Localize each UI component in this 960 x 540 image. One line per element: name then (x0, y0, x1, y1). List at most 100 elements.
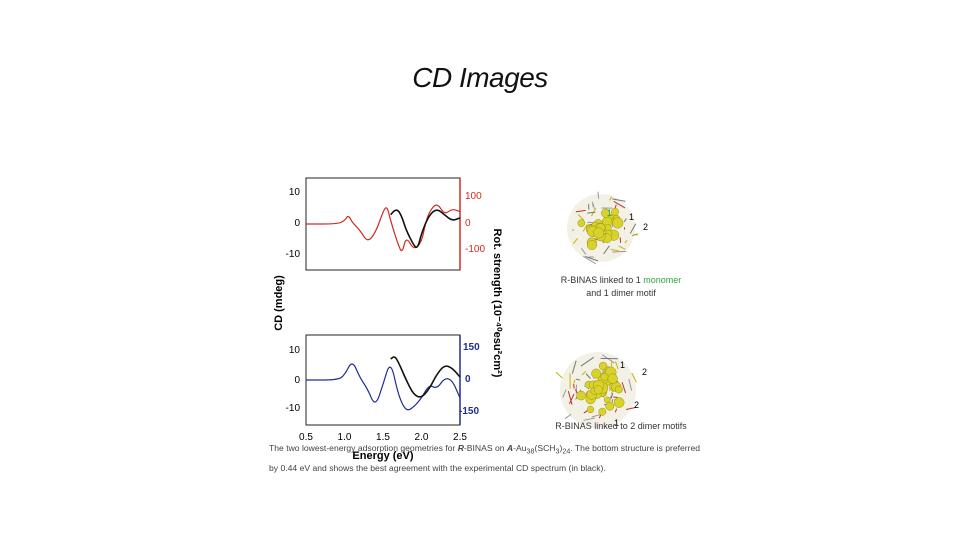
x-axis-label: Energy (eV) (352, 450, 413, 462)
molecule-bond (613, 200, 626, 209)
molecule-bond (567, 391, 573, 405)
top-left-tick: -10 (286, 249, 301, 260)
molecule-top-image: 1 1 2 (567, 191, 648, 265)
molecule-bond (626, 406, 637, 410)
caption-part: The two lowest-energy adsorption geometr… (269, 443, 458, 453)
x-tick-label: 0.5 (299, 432, 313, 443)
caption-part: (SCH (534, 443, 556, 453)
top-left-tick: 10 (289, 187, 301, 198)
chart-bottom-series-0 (306, 363, 461, 411)
molecule-atom (576, 390, 586, 401)
chart-bottom-series-1 (390, 356, 461, 398)
molecule-bond (631, 372, 637, 383)
x-tick-label: 2.0 (415, 432, 429, 443)
molecule-atom (601, 208, 611, 218)
molecule-bond (612, 250, 627, 253)
caption-part: 24 (562, 447, 571, 456)
figure-caption: The two lowest-energy adsorption geometr… (269, 440, 709, 476)
molecule-atom (615, 385, 623, 394)
molecule-bond (577, 214, 585, 221)
molecule-bottom-image: 1 2 2 1 (555, 352, 647, 428)
bottom-right-tick: -150 (459, 406, 479, 417)
molecule-bond (564, 413, 572, 420)
bottom-left-tick: -10 (286, 403, 301, 414)
caption-part: 3 (555, 447, 560, 456)
mol-top-label-part2: and 1 dimer motif (586, 288, 656, 298)
mol-top-marker: 1 (607, 208, 612, 218)
cd-figure: 10 0 -10 100 0 -100 10 0 -10 150 0 -150 … (273, 177, 648, 462)
molecule-atom (586, 240, 597, 251)
right-axis-label: Rot. strength (10⁻⁴⁰esu²cm²) (491, 229, 503, 378)
molecule-bond (580, 356, 595, 367)
molecule-bond (624, 239, 628, 244)
molecule-bond (555, 371, 563, 379)
molecule-atom (605, 401, 615, 411)
molecule-bond (603, 245, 610, 255)
molecule-bond (609, 196, 612, 201)
caption-part: -BINAS on (463, 443, 507, 453)
molecule-bond (610, 393, 614, 399)
molecule-bond (573, 379, 576, 384)
mol-top-marker: 1 (629, 212, 634, 222)
molecule-bond (572, 237, 578, 245)
molecule-atom (591, 368, 602, 379)
mol-top-marker: 2 (643, 222, 648, 232)
caption-part: ) (559, 443, 563, 453)
molecule-bond (575, 209, 586, 213)
molecule-bond (587, 211, 596, 214)
molecule-bond (621, 382, 627, 394)
mol-bottom-marker: 2 (642, 367, 647, 377)
mol-bottom-marker: 1 (620, 360, 625, 370)
mol-top-label-part1: R-BINAS linked to 1 (560, 275, 644, 285)
molecule-bond (568, 393, 575, 405)
bottom-right-tick: 150 (463, 342, 480, 353)
molecule-atom (600, 372, 609, 381)
molecule-top-label: R-BINAS linked to 1 monomer and 1 dimer … (546, 274, 696, 300)
molecule-bond (575, 378, 581, 381)
molecule-atom (598, 407, 607, 416)
molecule-atom (593, 385, 603, 395)
molecule-bond (610, 248, 620, 252)
molecule-bond (618, 245, 626, 250)
molecule-bond (571, 360, 577, 374)
molecule-bond (585, 255, 599, 262)
molecule-bond (629, 223, 637, 234)
molecule-bond (628, 378, 633, 391)
mol-bottom-marker: 2 (634, 400, 639, 410)
caption-part: A (506, 443, 514, 453)
top-right-tick: 0 (465, 218, 471, 229)
molecule-atom (607, 373, 618, 384)
molecule-bond (582, 224, 588, 232)
molecule-atom (593, 227, 605, 239)
molecule-atom (586, 405, 595, 414)
caption-part: R (457, 443, 464, 453)
molecule-bond (580, 247, 587, 255)
bottom-left-tick: 0 (294, 375, 300, 386)
molecule-bond (592, 204, 594, 207)
molecule-bond (581, 370, 587, 376)
chart-top-series-0 (306, 204, 461, 252)
molecule-bond (582, 255, 597, 265)
molecule-bond (614, 408, 618, 413)
caption-part: -Au (513, 443, 527, 453)
mol-top-label-green: monomer (643, 275, 682, 285)
molecule-bottom-label: R-BINAS linked to 2 dimer motifs (546, 420, 696, 433)
slide-title: CD Images (412, 62, 548, 93)
chart-top-series-1 (390, 209, 461, 249)
caption-part: 38 (526, 447, 535, 456)
mol-bottom-marker: 1 (614, 418, 619, 428)
bottom-right-tick: 0 (465, 374, 471, 385)
molecule-atom (612, 217, 624, 229)
mol-bottom-label-text: R-BINAS linked to 2 dimer motifs (555, 421, 687, 431)
x-tick-label: 1.0 (338, 432, 352, 443)
molecule-bond (623, 218, 627, 223)
molecule-atom (613, 397, 625, 408)
molecule-atom (611, 207, 619, 216)
x-tick-label: 1.5 (376, 432, 390, 443)
molecule-bond (597, 191, 600, 199)
molecule-bond (614, 361, 619, 370)
molecule-bond (583, 417, 595, 421)
molecule-bond (562, 389, 567, 398)
top-right-tick: -100 (465, 244, 485, 255)
molecule-atom (577, 219, 586, 227)
